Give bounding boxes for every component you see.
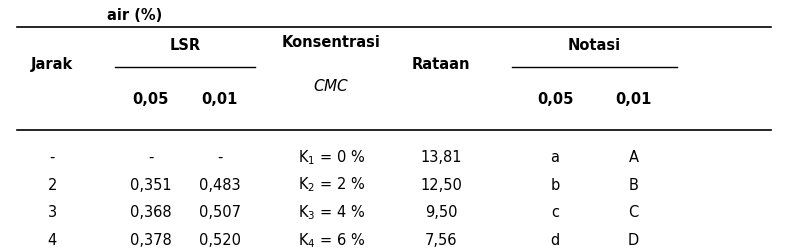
Text: Konsentrasi: Konsentrasi (282, 36, 381, 51)
Text: LSR: LSR (169, 38, 201, 53)
Text: 0,01: 0,01 (615, 92, 652, 107)
Text: 0,368: 0,368 (130, 206, 172, 220)
Text: 0,378: 0,378 (130, 233, 172, 248)
Text: c: c (551, 206, 559, 220)
Text: 0,520: 0,520 (199, 233, 240, 248)
Text: B: B (629, 178, 638, 193)
Text: 0,507: 0,507 (199, 206, 240, 220)
Text: 7,56: 7,56 (425, 233, 457, 248)
Text: -: - (148, 150, 154, 165)
Text: Notasi: Notasi (567, 38, 621, 53)
Text: A: A (629, 150, 638, 165)
Text: d: d (550, 233, 559, 248)
Text: K$_4$ = 6 %: K$_4$ = 6 % (298, 231, 365, 250)
Text: 9,50: 9,50 (425, 206, 457, 220)
Text: D: D (628, 233, 639, 248)
Text: 4: 4 (48, 233, 57, 248)
Text: 2: 2 (48, 178, 57, 193)
Text: $\mathbf{\mathit{CMC}}$: $\mathbf{\mathit{CMC}}$ (313, 78, 349, 94)
Text: 0,351: 0,351 (130, 178, 172, 193)
Text: 0,05: 0,05 (132, 92, 169, 107)
Text: b: b (550, 178, 559, 193)
Text: 0,483: 0,483 (199, 178, 240, 193)
Text: C: C (628, 206, 638, 220)
Text: a: a (551, 150, 559, 165)
Text: K$_2$ = 2 %: K$_2$ = 2 % (298, 176, 365, 195)
Text: 13,81: 13,81 (420, 150, 462, 165)
Text: K$_3$ = 4 %: K$_3$ = 4 % (298, 204, 365, 222)
Text: 0,05: 0,05 (537, 92, 573, 107)
Text: 3: 3 (48, 206, 57, 220)
Text: Jarak: Jarak (32, 58, 73, 72)
Text: 12,50: 12,50 (420, 178, 462, 193)
Text: -: - (50, 150, 55, 165)
Text: Rataan: Rataan (412, 58, 470, 72)
Text: air (%): air (%) (107, 8, 162, 23)
Text: K$_1$ = 0 %: K$_1$ = 0 % (298, 148, 365, 167)
Text: 0,01: 0,01 (202, 92, 238, 107)
Text: -: - (217, 150, 222, 165)
